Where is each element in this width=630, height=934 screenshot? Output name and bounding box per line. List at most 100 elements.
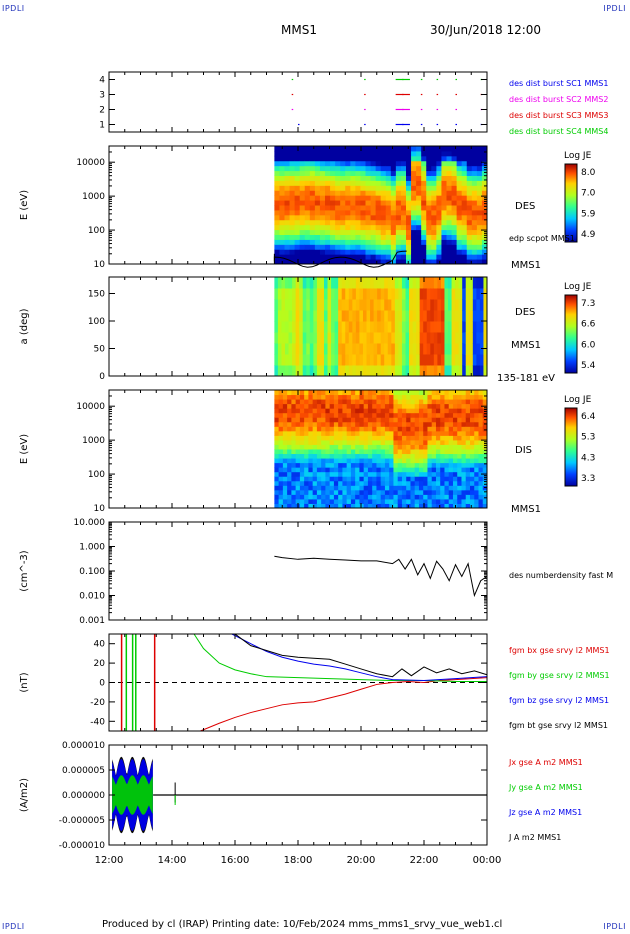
dis-spectrogram-cell (380, 498, 386, 504)
dis-spectrogram-cell (478, 489, 484, 495)
y-tick-label: 10 (94, 260, 106, 270)
spectrogram-cell (406, 209, 412, 216)
dis-spectrogram-cell (278, 444, 284, 450)
dis-spectrogram-cell (359, 449, 365, 455)
x-tick-label: 14:00 (158, 855, 187, 866)
dis-spectrogram-cell (287, 498, 292, 504)
dis-spectrogram-cell (295, 476, 301, 482)
dis-spectrogram-cell (406, 412, 411, 418)
spectrogram-cell (350, 209, 356, 216)
spectrogram-cell (431, 259, 437, 265)
spectrogram-cell (350, 165, 356, 172)
spectrogram-cell (421, 160, 427, 167)
spectrogram-cell (375, 214, 382, 221)
dis-spectrogram-cell (333, 439, 339, 445)
spectrogram-cell (289, 229, 296, 235)
spectrogram-cell (400, 205, 407, 211)
dis-spectrogram-cell (342, 494, 348, 500)
dis-spectrogram-cell (325, 494, 331, 500)
dis-spectrogram-cell (367, 453, 373, 459)
dis-spectrogram-cell (359, 435, 365, 441)
spectrogram-cell (431, 254, 437, 260)
dis-spectrogram-cell (389, 417, 394, 423)
pitch-angle-cell (437, 310, 442, 322)
field-line-3 (234, 633, 488, 678)
dis-spectrogram-cell (469, 485, 475, 491)
dis-spectrogram-cell (397, 480, 403, 486)
dis-spectrogram-cell (359, 399, 365, 405)
spectrogram-cell (380, 190, 387, 196)
dis-spectrogram-cell (452, 462, 458, 468)
dis-spectrogram-cell (355, 498, 360, 504)
pitch-angle-cell (277, 343, 282, 355)
pitch-angle-cell (288, 299, 293, 311)
dis-spectrogram-cell (299, 462, 305, 468)
spectrogram-cell (360, 200, 366, 206)
dis-spectrogram-cell (389, 467, 394, 473)
dis-spectrogram-cell (287, 467, 292, 473)
dis-spectrogram-cell (410, 471, 416, 477)
pitch-angle-cell (437, 277, 442, 289)
pitch-angle-cell (416, 365, 421, 377)
dis-spectrogram-cell (359, 498, 365, 504)
dis-spectrogram-cell (325, 430, 331, 436)
dis-spectrogram-cell (452, 485, 458, 491)
spectrogram-cell (370, 209, 377, 216)
spectrogram-cell (375, 195, 382, 201)
dis-spectrogram-cell (393, 449, 399, 455)
dis-spectrogram-cell (423, 403, 428, 409)
pitch-angle-cell (306, 310, 311, 322)
spectrogram-cell (335, 209, 341, 216)
pitch-angle-cell (285, 365, 290, 377)
pitch-angle-cell (479, 299, 484, 311)
pitch-angle-cell (444, 343, 449, 355)
dis-spectrogram-cell (316, 439, 322, 445)
dis-spectrogram-cell (350, 394, 356, 400)
pitch-angle-cell (285, 321, 290, 333)
pitch-angle-cell (409, 277, 414, 289)
dis-spectrogram-cell (333, 394, 339, 400)
spectrogram-cell (279, 249, 285, 255)
spectrogram-cell (365, 200, 372, 206)
spectrogram-cell (284, 175, 291, 181)
spectrogram-cell (274, 239, 280, 245)
spectrogram-cell (411, 180, 417, 186)
dis-spectrogram-cell (384, 458, 390, 464)
spectrogram-cell (304, 170, 311, 176)
spectrogram-cell (274, 244, 280, 250)
spectrogram-cell (406, 239, 412, 245)
pitch-angle-cell (281, 299, 286, 311)
spectrogram-cell (476, 200, 483, 206)
dis-spectrogram-cell (465, 403, 471, 409)
pitch-angle-cell (277, 365, 282, 377)
dis-spectrogram-cell (389, 489, 394, 495)
dis-spectrogram-cell (333, 494, 339, 500)
spectrogram-cell (274, 195, 280, 201)
spectrogram-cell (471, 209, 478, 216)
dis-spectrogram-cell (452, 430, 458, 436)
pitch-angle-cell (444, 310, 449, 322)
spectrogram-cell (304, 185, 311, 191)
pitch-angle-cell (423, 277, 428, 289)
spectrogram-cell (400, 185, 407, 191)
spectrogram-cell (309, 244, 316, 250)
dis-spectrogram-cell (350, 390, 356, 396)
spectrogram-cell (319, 214, 326, 221)
pitch-angle-cell (338, 299, 343, 311)
dis-spectrogram-cell (338, 417, 343, 423)
spectrogram-cell (471, 219, 478, 226)
dis-spectrogram-cell (291, 498, 297, 504)
dis-spectrogram-cell (333, 399, 339, 405)
dis-spectrogram-cell (363, 417, 369, 423)
spectrogram-cell (330, 254, 336, 260)
dis-spectrogram-cell (278, 467, 284, 473)
dis-spectrogram-cell (452, 449, 458, 455)
spectrogram-cell (385, 190, 392, 196)
pitch-angle-cell (285, 332, 290, 344)
pitch-angle-cell (448, 310, 453, 322)
dis-spectrogram-cell (350, 412, 356, 418)
dis-spectrogram-cell (380, 417, 386, 423)
x-tick-label: 18:00 (284, 855, 313, 866)
spectrogram-cell (294, 190, 301, 196)
spectrogram-cell (476, 190, 483, 196)
